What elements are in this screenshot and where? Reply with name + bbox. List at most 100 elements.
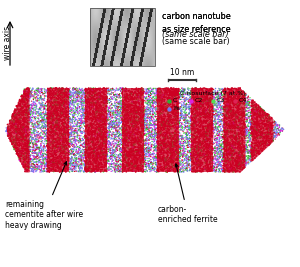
Point [224, 163, 229, 168]
Point [68, 157, 72, 161]
Point [160, 119, 165, 123]
Point [100, 90, 104, 94]
Point [179, 141, 184, 146]
Point [62, 156, 67, 160]
Point [83, 116, 88, 120]
Point [36, 151, 41, 156]
Point [198, 118, 203, 122]
Point [69, 156, 74, 160]
Point [16, 154, 21, 158]
Point [215, 97, 220, 101]
Point [230, 118, 235, 122]
Point [65, 113, 70, 117]
Point [116, 153, 121, 158]
Point [68, 90, 73, 94]
Point [46, 156, 51, 160]
Point [222, 97, 226, 102]
Point [81, 156, 86, 160]
Point [197, 121, 202, 125]
Point [142, 162, 147, 166]
Point [80, 88, 85, 92]
Point [215, 134, 220, 138]
Point [83, 108, 88, 112]
Point [173, 143, 178, 148]
Point [132, 104, 137, 108]
Point [121, 125, 125, 130]
Point [194, 95, 198, 99]
Point [128, 130, 133, 134]
Point [43, 165, 48, 169]
Point [87, 110, 92, 114]
Point [14, 138, 18, 142]
Point [225, 139, 230, 143]
Point [75, 133, 80, 137]
Point [197, 140, 202, 145]
Point [26, 138, 31, 142]
Point [203, 134, 208, 138]
Point [138, 144, 143, 148]
Point [144, 92, 149, 97]
Point [187, 131, 192, 135]
Point [189, 155, 194, 159]
Point [137, 151, 142, 155]
Point [70, 98, 74, 102]
Point [22, 123, 27, 128]
Point [179, 137, 184, 142]
Point [80, 158, 85, 162]
Point [102, 131, 106, 135]
Point [171, 137, 176, 141]
Point [35, 130, 40, 135]
Point [92, 144, 96, 148]
Point [174, 99, 179, 103]
Point [153, 162, 158, 166]
Point [24, 120, 29, 124]
Point [215, 131, 220, 135]
Point [258, 107, 263, 111]
Point [188, 140, 193, 144]
Point [34, 107, 39, 111]
Point [157, 148, 162, 153]
Point [42, 91, 47, 96]
Point [157, 92, 162, 96]
Point [107, 123, 112, 127]
Point [13, 113, 18, 117]
Point [189, 91, 194, 95]
Point [56, 156, 61, 160]
Point [102, 86, 107, 91]
Point [158, 111, 163, 116]
Point [240, 99, 244, 103]
Point [100, 148, 104, 153]
Point [119, 165, 124, 169]
Point [98, 134, 103, 138]
Point [164, 136, 169, 140]
Point [213, 92, 218, 96]
Point [178, 160, 183, 164]
Point [219, 143, 224, 147]
Point [69, 157, 74, 161]
Point [205, 145, 209, 150]
Point [154, 155, 158, 159]
Point [241, 114, 245, 118]
Point [263, 117, 268, 121]
Point [14, 125, 19, 129]
Point [220, 136, 225, 140]
Point [139, 105, 144, 109]
Point [66, 130, 70, 134]
Point [238, 155, 243, 159]
Point [41, 159, 46, 163]
Point [106, 88, 111, 92]
Point [248, 147, 253, 151]
Point [53, 112, 58, 116]
Point [111, 148, 116, 152]
Point [218, 154, 223, 158]
Point [220, 99, 224, 103]
Point [196, 89, 201, 93]
Point [100, 116, 105, 120]
Point [60, 142, 65, 146]
Point [138, 133, 142, 137]
Point [252, 127, 257, 131]
Point [73, 100, 78, 104]
Point [251, 151, 256, 156]
Point [31, 130, 36, 135]
Point [180, 151, 184, 156]
